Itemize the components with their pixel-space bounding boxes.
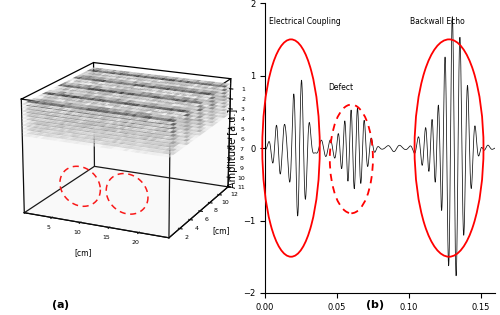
Text: $\mathbf{(a)}$: $\mathbf{(a)}$ <box>50 298 70 312</box>
Text: $\mathbf{(b)}$: $\mathbf{(b)}$ <box>366 298 384 312</box>
X-axis label: [cm]: [cm] <box>74 249 92 257</box>
Text: Backwall Echo: Backwall Echo <box>410 17 465 26</box>
Text: Electrical Coupling: Electrical Coupling <box>270 17 341 26</box>
Text: Defect: Defect <box>328 83 353 92</box>
Y-axis label: Amplitude [a.u.]: Amplitude [a.u.] <box>228 108 237 188</box>
Y-axis label: [cm]: [cm] <box>212 226 230 235</box>
